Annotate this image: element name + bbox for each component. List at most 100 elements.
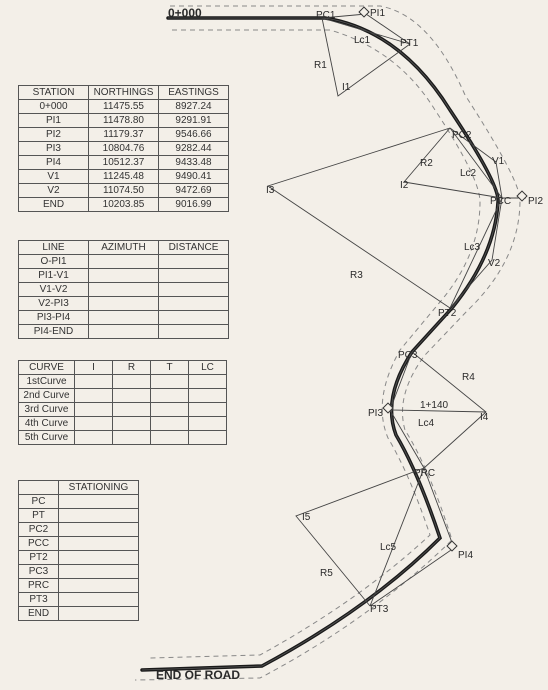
table-row: END10203.859016.99: [19, 198, 229, 212]
table-cell: [89, 297, 159, 311]
table-row: V211074.509472.69: [19, 184, 229, 198]
line-azimuth-distance-table: LINE AZIMUTH DISTANCE O-PI1PI1-V1V1-V2V2…: [18, 240, 229, 339]
diagram-point-label: I3: [266, 185, 274, 196]
th-azimuth: AZIMUTH: [89, 241, 159, 255]
table-cell: [189, 375, 227, 389]
table-cell: [59, 593, 139, 607]
table-cell: [59, 537, 139, 551]
table-cell: PI4: [19, 156, 89, 170]
table-row: V1-V2: [19, 283, 229, 297]
diagram-point-label: PRC: [414, 468, 435, 479]
table-row: PC3: [19, 565, 139, 579]
th-lc: LC: [189, 361, 227, 375]
table-row: PI211179.379546.66: [19, 128, 229, 142]
table-cell: PI3: [19, 142, 89, 156]
table-cell: [89, 325, 159, 339]
th-stationing: STATIONING: [59, 481, 139, 495]
diagram-point-label: PI2: [528, 196, 543, 207]
table-cell: 11478.80: [89, 114, 159, 128]
table-cell: PCC: [19, 537, 59, 551]
diagram-point-label: R4: [462, 372, 475, 383]
table-cell: PI1: [19, 114, 89, 128]
table-cell: [151, 417, 189, 431]
table-cell: [189, 431, 227, 445]
table-cell: [89, 311, 159, 325]
table-cell: [75, 417, 113, 431]
table-cell: O-PI1: [19, 255, 89, 269]
table-cell: PC3: [19, 565, 59, 579]
table-cell: [189, 389, 227, 403]
table-cell: 8927.24: [159, 100, 229, 114]
table-row: PT3: [19, 593, 139, 607]
table-row: 4th Curve: [19, 417, 227, 431]
table-row: V111245.489490.41: [19, 170, 229, 184]
diagram-point-label: R3: [350, 270, 363, 281]
table-cell: [113, 375, 151, 389]
table-row: PI4-END: [19, 325, 229, 339]
table-row: PI410512.379433.48: [19, 156, 229, 170]
th-r: R: [113, 361, 151, 375]
diagram-point-label: V2: [488, 258, 500, 269]
table-cell: V2-PI3: [19, 297, 89, 311]
table-row: PI1-V1: [19, 269, 229, 283]
table-row: PRC: [19, 579, 139, 593]
table-row: 5th Curve: [19, 431, 227, 445]
table-cell: PI4-END: [19, 325, 89, 339]
th-eastings: EASTINGS: [159, 86, 229, 100]
station-coordinates-table: STATION NORTHINGS EASTINGS 0+00011475.55…: [18, 85, 229, 212]
table-cell: [89, 269, 159, 283]
table-cell: [59, 551, 139, 565]
table-cell: 10512.37: [89, 156, 159, 170]
table-cell: 4th Curve: [19, 417, 75, 431]
th-line: LINE: [19, 241, 89, 255]
th-curve: CURVE: [19, 361, 75, 375]
table-row: 1stCurve: [19, 375, 227, 389]
table-row: O-PI1: [19, 255, 229, 269]
diagram-point-label: PI3: [368, 408, 383, 419]
diagram-point-label: Lc3: [464, 242, 480, 253]
diagram-point-label: Lc5: [380, 542, 396, 553]
table-row: PCC: [19, 537, 139, 551]
diagram-point-label: I1: [342, 82, 350, 93]
table-row: PI111478.809291.91: [19, 114, 229, 128]
table-cell: END: [19, 607, 59, 621]
table-cell: [75, 389, 113, 403]
th-northings: NORTHINGS: [89, 86, 159, 100]
table-cell: PC2: [19, 523, 59, 537]
table-cell: [113, 417, 151, 431]
table-cell: 9282.44: [159, 142, 229, 156]
table-cell: [159, 283, 229, 297]
table-cell: [89, 255, 159, 269]
table-cell: 2nd Curve: [19, 389, 75, 403]
table-cell: [59, 565, 139, 579]
th-i: I: [75, 361, 113, 375]
diagram-point-label: I5: [302, 512, 310, 523]
table-cell: 10804.76: [89, 142, 159, 156]
diagram-point-label: I2: [400, 180, 408, 191]
diagram-point-label: PC3: [398, 350, 417, 361]
table-cell: [159, 269, 229, 283]
table-cell: 9546.66: [159, 128, 229, 142]
table-cell: [59, 579, 139, 593]
table-cell: [113, 431, 151, 445]
table-cell: 10203.85: [89, 198, 159, 212]
th-distance: DISTANCE: [159, 241, 229, 255]
table-cell: 3rd Curve: [19, 403, 75, 417]
table-cell: [113, 403, 151, 417]
table-cell: [159, 325, 229, 339]
diagram-point-label: I4: [480, 412, 488, 423]
diagram-point-label: R5: [320, 568, 333, 579]
table-cell: 0+000: [19, 100, 89, 114]
table-cell: 11179.37: [89, 128, 159, 142]
diagram-point-label: Lc1: [354, 35, 370, 46]
diagram-point-label: PT1: [400, 38, 418, 49]
table-cell: 11475.55: [89, 100, 159, 114]
th-station: STATION: [19, 86, 89, 100]
table-row: PC2: [19, 523, 139, 537]
table-cell: 11074.50: [89, 184, 159, 198]
table-cell: [75, 375, 113, 389]
table-cell: [159, 297, 229, 311]
table-row: END: [19, 607, 139, 621]
table-cell: 11245.48: [89, 170, 159, 184]
table-cell: PI1-V1: [19, 269, 89, 283]
